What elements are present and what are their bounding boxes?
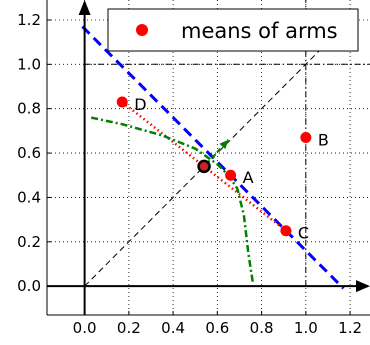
y-tick-label: 1.0 — [17, 55, 41, 73]
x-tick-label: 0.4 — [161, 319, 185, 337]
legend: means of arms — [107, 8, 359, 52]
point-label-c: C — [298, 224, 309, 243]
legend-label: means of arms — [181, 19, 338, 43]
x-tick-label: 0.0 — [73, 319, 97, 337]
x-tick-label: 0.6 — [205, 319, 229, 337]
green-arrow-head — [219, 139, 229, 150]
black-point — [197, 159, 211, 174]
y-tick-label: 0.6 — [17, 144, 41, 162]
point-b — [300, 132, 312, 144]
x-tick-label: 0.2 — [117, 319, 141, 337]
point-d — [116, 96, 128, 108]
green-dashdot-curve — [90, 116, 254, 282]
y-axis-arrow — [78, 0, 91, 15]
x-tick-label: 0.8 — [250, 319, 274, 337]
y-tick-label: 1.2 — [17, 11, 41, 29]
x-tick-label: 1.2 — [338, 319, 362, 337]
legend-box — [107, 8, 359, 52]
y-tick-label: 0.4 — [17, 188, 41, 206]
legend-marker — [136, 24, 148, 36]
point-label-b: B — [318, 131, 329, 150]
y-tick-label: 0.8 — [17, 100, 41, 118]
point-a — [225, 169, 237, 181]
axes — [46, 0, 370, 316]
point-label-d: D — [134, 95, 146, 114]
y-tick-label: 0.0 — [17, 277, 41, 295]
tick-labels: 0.0 0.2 0.4 0.6 0.8 1.0 1.2 0.0 0.2 0.4 0.6 0.8 1.0 1… — [17, 11, 362, 337]
point-label-a: A — [243, 168, 254, 187]
data-points: A B C D — [116, 95, 329, 243]
x-tick-label: 1.0 — [294, 319, 318, 337]
point-c — [280, 225, 292, 237]
y-tick-label: 0.2 — [17, 233, 41, 251]
x-axis-arrow — [356, 280, 370, 293]
